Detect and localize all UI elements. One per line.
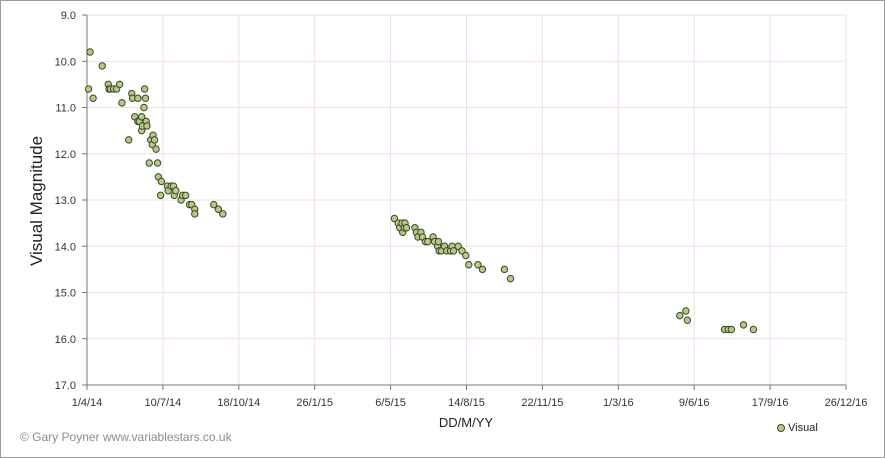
data-point	[739, 321, 748, 329]
legend-label: Visual	[788, 422, 818, 434]
data-point	[214, 205, 223, 213]
x-tick-label: 26/12/16	[825, 397, 868, 409]
y-tick-label: 10.0	[55, 56, 76, 68]
data-point	[727, 325, 736, 334]
data-point	[86, 48, 94, 56]
x-tick-label: 26/1/15	[296, 397, 333, 409]
gridlines	[87, 14, 847, 385]
data-point	[219, 210, 227, 218]
data-point	[390, 214, 399, 223]
legend: Visual	[777, 422, 818, 434]
data-point	[462, 251, 470, 260]
data-point	[137, 113, 146, 121]
x-tick-label: 14/8/15	[448, 397, 485, 409]
data-point	[157, 177, 166, 186]
data-point	[140, 103, 148, 112]
data-point	[474, 261, 482, 269]
x-tick-label: 6/5/15	[375, 397, 406, 409]
data-point	[478, 265, 487, 274]
data-point	[84, 85, 93, 93]
data-point	[181, 191, 190, 200]
data-point	[676, 311, 684, 320]
data-point	[145, 159, 153, 167]
data-point	[98, 62, 106, 70]
data-point	[449, 247, 458, 255]
data-point	[140, 85, 149, 93]
data-point	[210, 200, 218, 209]
data-point	[402, 224, 411, 232]
data-point	[454, 242, 462, 250]
data-point	[682, 307, 690, 315]
axes	[82, 14, 847, 390]
copyright-credit: © Gary Poyner www.variablestars.co.uk	[20, 430, 232, 444]
data-point	[152, 145, 160, 153]
x-tick-label: 10/7/14	[145, 397, 182, 409]
data-point	[172, 187, 180, 195]
data-point	[500, 265, 509, 274]
y-tick-label: 9.0	[61, 10, 76, 22]
data-point	[506, 274, 515, 283]
data-point	[465, 261, 473, 269]
data-points	[84, 48, 758, 334]
y-tick-label: 17.0	[55, 380, 76, 392]
x-axis-title: DD/M/YY	[439, 415, 494, 430]
data-point	[191, 210, 199, 218]
x-tick-label: 9/6/16	[679, 397, 710, 409]
data-point	[89, 94, 97, 102]
data-point	[683, 316, 692, 324]
data-point	[118, 99, 126, 107]
data-point	[458, 247, 466, 255]
x-tick-label: 17/9/16	[752, 397, 789, 409]
data-point	[125, 136, 133, 144]
data-point	[424, 237, 432, 246]
data-point	[143, 122, 151, 130]
data-point	[153, 159, 162, 167]
y-tick-label: 11.0	[55, 103, 76, 115]
y-tick-label: 14.0	[55, 241, 76, 253]
data-point	[115, 80, 124, 89]
data-point	[150, 136, 159, 144]
legend-marker-icon	[777, 424, 785, 432]
y-tick-label: 15.0	[55, 288, 76, 300]
x-tick-label: 1/3/16	[603, 397, 634, 409]
x-tick-label: 18/10/14	[217, 397, 260, 409]
y-tick-label: 16.0	[55, 334, 76, 346]
data-point	[749, 325, 758, 334]
data-point	[434, 237, 443, 246]
y-axis-title: Visual Magnitude	[27, 136, 46, 266]
data-point	[156, 191, 165, 200]
tick-labels: 1/4/14 10/7/14 18/10/14 26/1/15 6/5/15 14/8/1…	[55, 10, 868, 409]
data-point	[134, 94, 142, 102]
data-point	[141, 94, 150, 102]
y-tick-label: 13.0	[55, 195, 76, 207]
x-tick-label: 22/11/15	[521, 397, 563, 409]
x-tick-label: 1/4/14	[72, 397, 103, 409]
y-tick-label: 12.0	[55, 149, 76, 161]
